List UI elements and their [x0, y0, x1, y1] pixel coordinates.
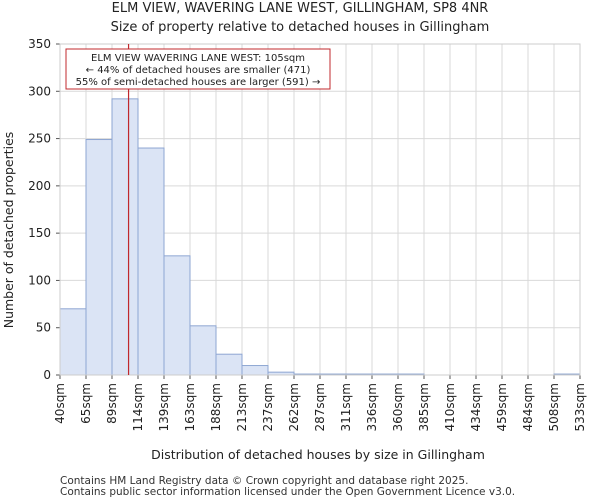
x-tick-label: 262sqm [287, 383, 301, 431]
bar-114sqm [137, 147, 165, 376]
annotation-line2: ← 44% of detached houses are smaller (47… [86, 65, 311, 76]
footer-line1: Contains HM Land Registry data © Crown c… [60, 475, 468, 487]
bar-89sqm [111, 98, 139, 376]
y-tick-label: 0 [43, 368, 51, 382]
bar-213sqm [241, 365, 269, 376]
y-tick-label: 300 [28, 84, 51, 98]
bar-139sqm [163, 255, 191, 376]
x-tick-label: 434sqm [469, 383, 483, 431]
y-tick-label: 250 [28, 132, 51, 146]
x-axis-title: Distribution of detached houses by size … [151, 447, 485, 462]
x-tick-label: 114sqm [131, 383, 145, 431]
x-tick-label: 385sqm [417, 383, 431, 431]
x-tick-label: 213sqm [235, 383, 249, 431]
x-tick-label: 484sqm [521, 383, 535, 431]
y-axis-ticks: 0 50 100 150 200 250 300 350 [28, 37, 60, 382]
x-tick-label: 336sqm [365, 383, 379, 431]
y-tick-label: 50 [36, 321, 51, 335]
annotation-line1: ELM VIEW WAVERING LANE WEST: 105sqm [91, 53, 305, 64]
annotation-line3: 55% of semi-detached houses are larger (… [76, 77, 321, 88]
bar-163sqm [189, 325, 217, 376]
x-tick-label: 237sqm [261, 383, 275, 431]
x-tick-label: 89sqm [105, 383, 119, 424]
bar-40sqm [59, 308, 87, 376]
y-axis-title: Number of detached properties [1, 132, 16, 329]
y-tick-label: 100 [28, 273, 51, 287]
x-tick-label: 188sqm [209, 383, 223, 431]
x-tick-label: 163sqm [183, 383, 197, 431]
x-tick-label: 65sqm [79, 383, 93, 424]
annotation-box: ELM VIEW WAVERING LANE WEST: 105sqm ← 44… [65, 48, 331, 90]
x-tick-label: 410sqm [443, 383, 457, 431]
x-axis-ticks: 40sqm 65sqm 89sqm 114sqm 139sqm 163sqm 188sqm 2… [53, 375, 587, 431]
y-tick-label: 200 [28, 179, 51, 193]
x-tick-label: 139sqm [157, 383, 171, 431]
bar-65sqm [85, 139, 113, 376]
x-tick-label: 533sqm [573, 383, 587, 431]
annotation-border [65, 48, 331, 90]
x-tick-label: 360sqm [391, 383, 405, 431]
bar-188sqm [215, 353, 243, 376]
y-tick-label: 150 [28, 226, 51, 240]
chart-title-line1: ELM VIEW, WAVERING LANE WEST, GILLINGHAM… [112, 1, 489, 16]
x-tick-label: 40sqm [53, 383, 67, 424]
x-tick-label: 508sqm [547, 383, 561, 431]
chart-title-line2: Size of property relative to detached ho… [111, 20, 490, 35]
x-tick-label: 311sqm [339, 383, 353, 431]
y-tick-label: 350 [28, 37, 51, 51]
plot-area-frame [59, 43, 581, 376]
x-tick-label: 459sqm [495, 383, 509, 431]
x-tick-label: 287sqm [313, 383, 327, 431]
bars [59, 98, 581, 376]
footer-line2: Contains public sector information licen… [60, 486, 515, 498]
